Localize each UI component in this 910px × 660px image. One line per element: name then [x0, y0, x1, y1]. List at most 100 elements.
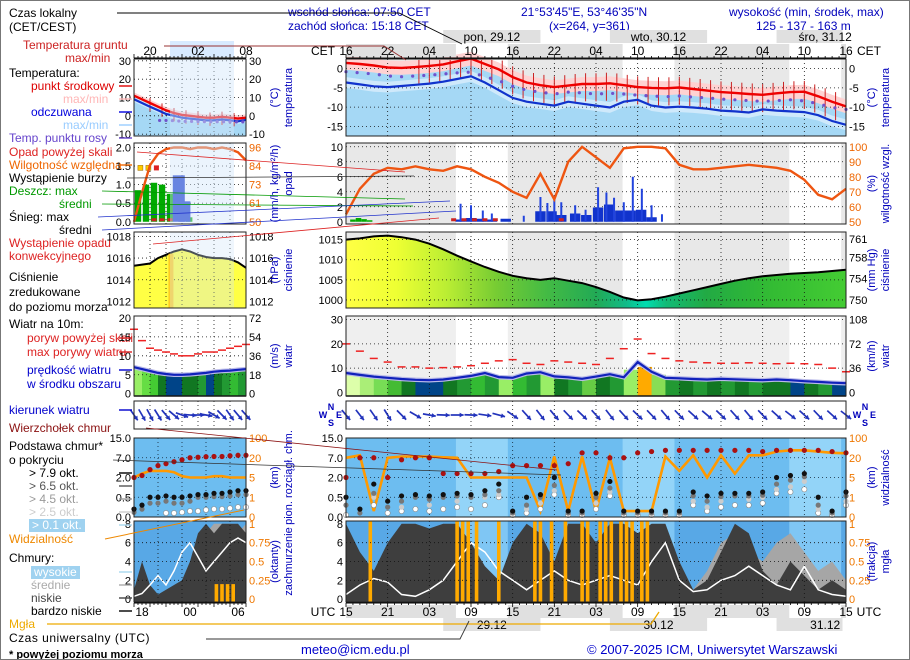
svg-text:0: 0 — [849, 512, 855, 524]
svg-text:2.0: 2.0 — [116, 142, 131, 154]
svg-text:-15: -15 — [849, 121, 865, 133]
svg-text:04: 04 — [589, 44, 603, 58]
legend-item: średni — [59, 197, 92, 211]
legend-item: * powyżej poziomu morza — [9, 649, 143, 660]
altitude-label: wysokość (min, środek, max) — [729, 5, 884, 19]
svg-text:0.5: 0.5 — [328, 492, 343, 504]
legend-item: max/min — [65, 51, 111, 65]
svg-text:(m/s): (m/s) — [269, 343, 281, 368]
svg-text:pon, 29.12: pon, 29.12 — [463, 30, 520, 44]
legend-item: niskie — [31, 591, 62, 605]
altitude-values: 125 - 137 - 163 m — [756, 19, 851, 33]
legend-item: odczuwana — [31, 105, 92, 119]
svg-text:8: 8 — [337, 519, 343, 531]
svg-text:0.5: 0.5 — [249, 557, 264, 569]
svg-text:(mm Hg): (mm Hg) — [866, 249, 878, 292]
svg-text:10: 10 — [798, 44, 812, 58]
svg-text:7.0: 7.0 — [328, 453, 343, 465]
svg-text:(%): (%) — [866, 175, 878, 192]
svg-text:5: 5 — [249, 473, 255, 485]
grid-xy: (x=264, y=361) — [549, 19, 630, 33]
legend-item: poryw powyżej skali — [27, 331, 134, 345]
svg-text:4: 4 — [337, 557, 343, 569]
svg-text:100: 100 — [849, 142, 867, 154]
svg-text:temperatura: temperatura — [283, 67, 295, 127]
svg-text:00: 00 — [183, 605, 197, 619]
contact-email-link[interactable]: meteo@icm.edu.pl — [301, 642, 410, 657]
main-panel-cloud-cover — [345, 520, 847, 603]
svg-text:30.12: 30.12 — [643, 618, 673, 632]
main-panel-wind — [342, 315, 850, 397]
svg-text:zachmurzenie: zachmurzenie — [283, 527, 295, 595]
svg-text:0.0: 0.0 — [116, 512, 131, 524]
svg-text:ciśnienie: ciśnienie — [283, 249, 295, 292]
svg-text:(oktanty): (oktanty) — [269, 540, 281, 583]
svg-text:(mm/h, kg/m²/h): (mm/h, kg/m²/h) — [269, 145, 281, 223]
svg-text:20: 20 — [119, 313, 131, 325]
svg-text:20: 20 — [249, 74, 261, 86]
legend-item: Mgła — [9, 617, 36, 631]
svg-text:10: 10 — [249, 93, 261, 105]
svg-text:4: 4 — [337, 187, 343, 199]
svg-text:22: 22 — [714, 44, 728, 58]
main-panel-wind-direction — [341, 400, 852, 430]
svg-text:śro, 31.12: śro, 31.12 — [798, 30, 852, 44]
svg-text:W: W — [853, 410, 862, 420]
svg-text:0: 0 — [849, 594, 855, 606]
svg-text:54: 54 — [249, 332, 261, 344]
mini-panel-pressure — [133, 231, 247, 309]
svg-text:mgła: mgła — [880, 549, 892, 574]
legend-item: Opad powyżej skali — [9, 145, 113, 159]
svg-text:72: 72 — [249, 313, 261, 325]
email-text[interactable]: meteo@icm.edu.pl — [301, 642, 410, 657]
svg-text:03: 03 — [756, 605, 770, 619]
svg-text:-10: -10 — [327, 102, 343, 114]
svg-text:15.0: 15.0 — [322, 433, 343, 445]
svg-text:15: 15 — [839, 605, 853, 619]
svg-text:15: 15 — [673, 605, 687, 619]
svg-text:09: 09 — [631, 605, 645, 619]
svg-text:15: 15 — [339, 605, 353, 619]
legend-item: > 6.5 okt. — [29, 479, 79, 493]
svg-text:84: 84 — [249, 161, 261, 173]
main-panel-cloud-base — [343, 437, 849, 518]
svg-text:30: 30 — [119, 56, 131, 68]
svg-text:0: 0 — [337, 64, 343, 76]
svg-text:03: 03 — [423, 605, 437, 619]
legend-item: Chmury: — [9, 551, 55, 565]
svg-text:20: 20 — [143, 44, 157, 58]
svg-text:20: 20 — [849, 453, 861, 465]
svg-text:pion. rozciągł. chm.: pion. rozciągł. chm. — [283, 430, 295, 525]
svg-text:60: 60 — [849, 202, 861, 214]
y-tick-labels: 0-5-10-150-5-10-151086420100908070605010… — [107, 56, 871, 606]
mini-panel-precip — [132, 142, 247, 225]
svg-text:0.0: 0.0 — [328, 512, 343, 524]
legend-item: Wiatr na 10m: — [9, 317, 84, 331]
legend-item: konwekcyjnego — [9, 249, 92, 263]
svg-text:1: 1 — [249, 492, 255, 504]
svg-text:0: 0 — [249, 111, 255, 123]
svg-text:7.0: 7.0 — [116, 453, 131, 465]
svg-text:1016: 1016 — [249, 253, 273, 265]
svg-text:100: 100 — [249, 433, 267, 445]
svg-text:0: 0 — [337, 594, 343, 606]
svg-text:18: 18 — [249, 370, 261, 382]
svg-text:2.0: 2.0 — [116, 473, 131, 485]
svg-text:(hPa): (hPa) — [269, 257, 281, 284]
svg-text:0.75: 0.75 — [849, 538, 870, 550]
svg-text:22: 22 — [548, 44, 562, 58]
svg-text:20: 20 — [119, 74, 131, 86]
svg-text:ciśnienie: ciśnienie — [880, 249, 892, 292]
legend-item: do poziomu morza — [9, 300, 108, 314]
svg-text:10: 10 — [464, 44, 478, 58]
svg-text:(°C): (°C) — [269, 88, 281, 108]
legend-item: Wilgotność względna — [9, 158, 122, 172]
legend-item: Temp. punktu rosy — [9, 131, 108, 145]
svg-text:E: E — [870, 410, 876, 420]
svg-text:100: 100 — [849, 433, 867, 445]
legend-item: średni — [59, 223, 92, 237]
svg-text:N: N — [328, 402, 335, 412]
svg-text:-10: -10 — [115, 129, 131, 141]
svg-text:wilgotność wzgl.: wilgotność wzgl. — [880, 144, 892, 224]
